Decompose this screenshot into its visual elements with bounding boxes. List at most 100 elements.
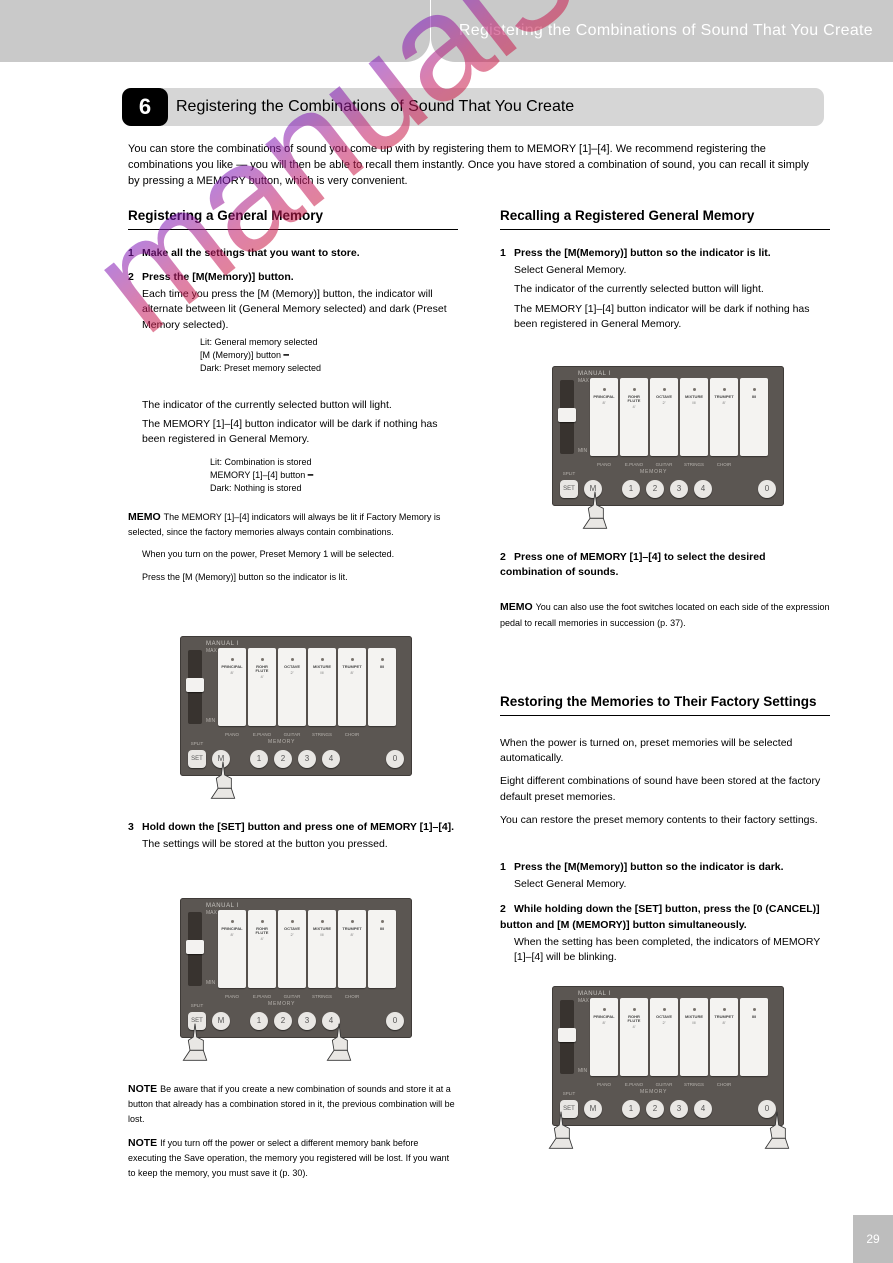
left-step1-head: 1Make all the settings that you want to … — [128, 246, 458, 261]
memory-button: M — [584, 1100, 602, 1118]
organ-tab: ROHRFLUTE4' — [620, 378, 648, 456]
right2-step1-head: 1Press the [M(Memory)] button so the ind… — [500, 860, 830, 875]
organ-tab: ROHRFLUTE4' — [248, 910, 276, 988]
top-right-tab: Registering the Combinations of Sound Th… — [431, 0, 893, 62]
right-step2-head: 2Press one of MEMORY [1]–[4] to select t… — [500, 550, 830, 580]
hand-icon — [322, 1022, 356, 1062]
mem-2-button: 2 — [646, 1100, 664, 1118]
mem-2-button: 2 — [274, 750, 292, 768]
hand-icon — [760, 1110, 794, 1150]
left-note-memo: MEMO The MEMORY [1]–[4] indicators will … — [128, 510, 458, 540]
right-step1-body3: The MEMORY [1]–[4] button indicator will… — [514, 302, 830, 332]
breadcrumb: Registering the Combinations of Sound Th… — [459, 22, 873, 40]
organ-tab: ROHRFLUTE4' — [620, 998, 648, 1076]
set-button: SETSPLIT — [560, 480, 578, 498]
mem-4-button: 4 — [322, 750, 340, 768]
right-p3: You can restore the preset memory conten… — [500, 813, 830, 828]
right2-step2-head: 2While holding down the [SET] button, pr… — [500, 902, 830, 932]
left-step2-head: 2Press the [M(Memory)] button. — [128, 270, 458, 285]
mem-3-button: 3 — [298, 1012, 316, 1030]
organ-tab: MIXTUREIII — [680, 998, 708, 1076]
mem-1-button: 1 — [622, 1100, 640, 1118]
right2-step2-body: When the setting has been completed, the… — [514, 935, 830, 965]
left-step3-body: The settings will be stored at the butto… — [142, 837, 458, 852]
organ-tab: II/I — [368, 648, 396, 726]
organ-tab: II/I — [740, 378, 768, 456]
organ-tab: MIXTUREIII — [308, 910, 336, 988]
organ-tab: II/I — [368, 910, 396, 988]
page-number: 29 — [853, 1215, 893, 1263]
organ-tab: II/I — [740, 998, 768, 1076]
organ-tab: MIXTUREIII — [680, 378, 708, 456]
volume-knob — [186, 678, 204, 692]
organ-tab: PRINCIPAL8' — [218, 910, 246, 988]
organ-tab: PRINCIPAL8' — [590, 378, 618, 456]
mem-1-button: 1 — [622, 480, 640, 498]
left-note2: NOTE If you turn off the power or select… — [128, 1136, 458, 1182]
mem-1-button: 1 — [250, 1012, 268, 1030]
organ-tab: PRINCIPAL8' — [218, 648, 246, 726]
cancel-button: 0 — [386, 750, 404, 768]
arrow-dark-notstored: Dark: Nothing is stored — [210, 482, 450, 495]
left-subhead: Registering a General Memory — [128, 206, 458, 230]
arrow-lit-stored: Lit: Combination is stored — [210, 456, 450, 469]
chapter-badge: 6 — [122, 88, 168, 126]
right-p2: Eight different combinations of sound ha… — [500, 774, 830, 804]
organ-tab: TRUMPET8' — [710, 998, 738, 1076]
set-button: SETSPLIT — [188, 750, 206, 768]
top-left-tab — [0, 0, 430, 62]
organ-tab: OCTAVE2' — [278, 910, 306, 988]
right-p1: When the power is turned on, preset memo… — [500, 736, 830, 766]
mem-3-button: 3 — [298, 750, 316, 768]
hand-icon — [578, 490, 612, 530]
mem-4-button: 4 — [694, 480, 712, 498]
organ-tab: TRUMPET8' — [338, 648, 366, 726]
right-step1-head: 1Press the [M(Memory)] button so the ind… — [500, 246, 830, 261]
left-step2-body3: The MEMORY [1]–[4] button indicator will… — [142, 417, 458, 447]
organ-tab: OCTAVE2' — [278, 648, 306, 726]
left-step2-body2: The indicator of the currently selected … — [142, 398, 458, 413]
hand-icon — [206, 760, 240, 800]
panel-image-4: MANUAL I MAX MIN PRINCIPAL8'ROHRFLUTE4'O… — [552, 986, 784, 1126]
organ-tab: TRUMPET8' — [338, 910, 366, 988]
arrow-label-mem: [M (Memory)] button ━ — [200, 349, 450, 362]
right-memo: MEMO You can also use the foot switches … — [500, 600, 830, 630]
arrow-label-mem14: MEMORY [1]–[4] button ━ — [210, 469, 450, 482]
right-step1-body2: The indicator of the currently selected … — [514, 282, 830, 297]
organ-tab: OCTAVE2' — [650, 998, 678, 1076]
arrow-dark-preset: Dark: Preset memory selected — [200, 362, 450, 375]
intro-paragraph: You can store the combinations of sound … — [128, 142, 818, 190]
left-note1: NOTE Be aware that if you create a new c… — [128, 1082, 458, 1128]
panel-image-1: MANUAL I MAX MIN PRINCIPAL8'ROHRFLUTE4'O… — [180, 636, 412, 776]
left-turnon: When you turn on the power, Preset Memor… — [142, 548, 458, 561]
memory-button: M — [212, 1012, 230, 1030]
right2-step1-body: Select General Memory. — [514, 877, 830, 892]
organ-tab: MIXTUREIII — [308, 648, 336, 726]
tab-footer-labels: PIANOE.PIANOGUITARSTRINGSCHOIR — [218, 732, 396, 739]
organ-tab: TRUMPET8' — [710, 378, 738, 456]
title-bar: Registering the Combinations of Sound Th… — [162, 88, 824, 126]
panel-image-3: MANUAL I MAX MIN PRINCIPAL8'ROHRFLUTE4'O… — [552, 366, 784, 506]
organ-tab: OCTAVE2' — [650, 378, 678, 456]
organ-tab: ROHRFLUTE4' — [248, 648, 276, 726]
mem-3-button: 3 — [670, 1100, 688, 1118]
cancel-button: 0 — [758, 480, 776, 498]
right-step1-body: Select General Memory. — [514, 263, 830, 278]
arrow-lit-general: Lit: General memory selected — [200, 336, 450, 349]
left-step2-body: Each time you press the [M (Memory)] but… — [142, 287, 458, 333]
hand-icon — [178, 1022, 212, 1062]
title-row: 6 Registering the Combinations of Sound … — [122, 88, 824, 126]
right-subhead2: Restoring the Memories to Their Factory … — [500, 692, 830, 716]
right-subhead: Recalling a Registered General Memory — [500, 206, 830, 230]
mem-4-button: 4 — [694, 1100, 712, 1118]
left-pressmem: Press the [M (Memory)] button so the ind… — [142, 571, 458, 584]
hand-icon — [544, 1110, 578, 1150]
mem-3-button: 3 — [670, 480, 688, 498]
cancel-button: 0 — [386, 1012, 404, 1030]
organ-tab: PRINCIPAL8' — [590, 998, 618, 1076]
mem-1-button: 1 — [250, 750, 268, 768]
organ-tabs: PRINCIPAL8'ROHRFLUTE4'OCTAVE2'MIXTUREIII… — [218, 648, 396, 726]
panel-image-2: MANUAL I MAX MIN PRINCIPAL8'ROHRFLUTE4'O… — [180, 898, 412, 1038]
mem-2-button: 2 — [274, 1012, 292, 1030]
mem-2-button: 2 — [646, 480, 664, 498]
